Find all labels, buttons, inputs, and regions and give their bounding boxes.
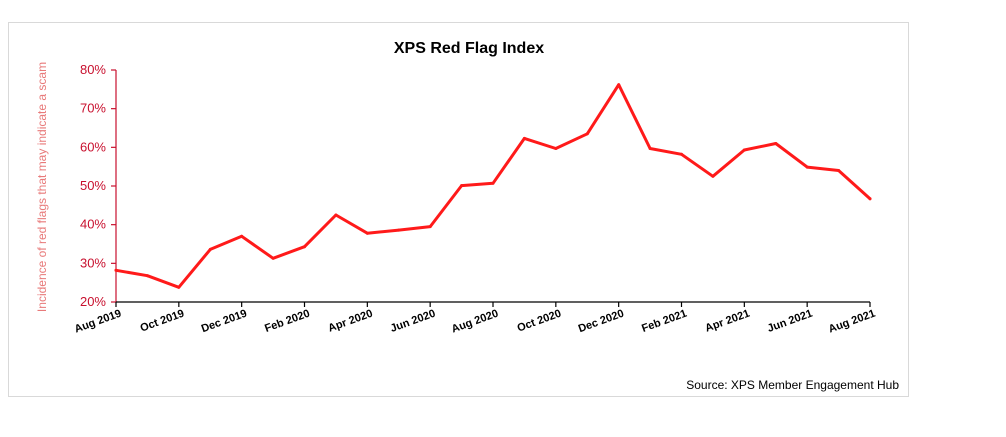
data-point: [617, 83, 621, 87]
data-point: [648, 147, 652, 150]
chart-title: XPS Red Flag Index: [394, 40, 544, 57]
y-axis-label: Incidence of red flags that may indicate…: [35, 62, 49, 312]
data-point: [365, 231, 369, 235]
x-tick-label: Apr 2020: [327, 308, 375, 335]
x-tick-label: Feb 2021: [640, 308, 688, 335]
y-tick-label: 80%: [80, 62, 106, 77]
data-point: [837, 169, 841, 172]
data-point: [460, 184, 464, 188]
source-note: Source: XPS Member Engagement Hub: [686, 378, 899, 392]
data-point: [114, 268, 118, 272]
data-point: [491, 181, 495, 185]
series-layer: [114, 83, 872, 289]
data-point: [554, 147, 558, 150]
data-point: [397, 228, 401, 232]
y-tick-labels: 20% 30% 40% 50% 60% 70% 80%: [80, 62, 106, 309]
y-tick-label: 40%: [80, 217, 106, 232]
axes: [111, 69, 871, 307]
data-point: [711, 174, 715, 178]
data-point: [303, 245, 306, 249]
chart-frame: XPS Red Flag Index Incidence of red flag…: [8, 22, 909, 397]
x-tick-label: Aug 2021: [827, 308, 877, 336]
data-point: [805, 165, 809, 169]
data-point: [334, 213, 338, 217]
data-point: [240, 234, 244, 238]
data-point: [868, 197, 872, 201]
y-tick-label: 60%: [80, 139, 106, 154]
data-point: [208, 247, 212, 251]
x-tick-label: Jun 2020: [389, 308, 437, 335]
data-point: [145, 274, 149, 278]
x-tick-label: Jun 2021: [766, 308, 814, 335]
data-point: [585, 132, 589, 136]
x-tick-label: Oct 2019: [139, 308, 186, 335]
data-point: [680, 152, 683, 156]
x-tick-labels: Aug 2019 Oct 2019 Dec 2019 Feb 2020 Apr 2020…: [73, 308, 877, 336]
data-point: [177, 285, 181, 289]
y-tick-label: 70%: [80, 101, 106, 116]
data-point: [271, 256, 275, 260]
data-point: [774, 142, 778, 145]
x-tick-label: Aug 2019: [73, 308, 123, 336]
data-point: [428, 225, 432, 229]
x-tick-label: Apr 2021: [704, 308, 752, 335]
y-tick-label: 20%: [80, 294, 106, 309]
y-tick-label: 50%: [80, 178, 106, 193]
x-tick-label: Dec 2020: [577, 308, 626, 336]
x-tick-label: Feb 2020: [263, 308, 311, 335]
data-point: [522, 136, 526, 140]
red-flag-index-chart: XPS Red Flag Index Incidence of red flag…: [35, 40, 899, 392]
red-flag-series-line: [114, 83, 872, 289]
y-tick-label: 30%: [80, 255, 106, 270]
x-tick-label: Dec 2019: [200, 308, 249, 336]
x-tick-label: Aug 2020: [450, 308, 500, 336]
x-tick-label: Oct 2020: [516, 308, 563, 335]
data-point: [742, 148, 746, 152]
